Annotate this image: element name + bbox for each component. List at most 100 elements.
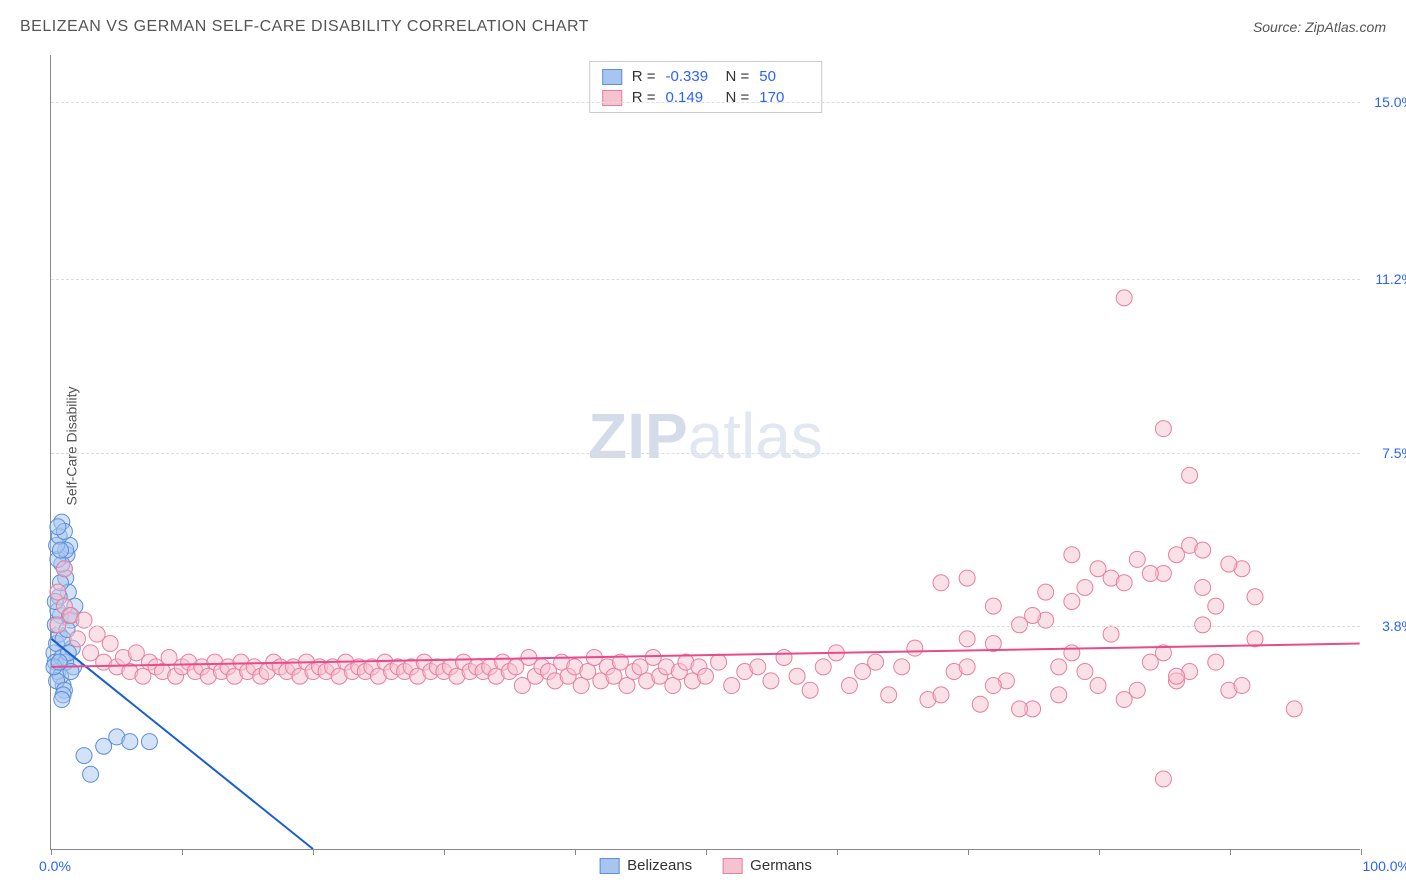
data-point xyxy=(698,668,714,684)
n-value: 170 xyxy=(759,89,809,106)
data-point xyxy=(959,631,975,647)
data-point xyxy=(52,542,68,558)
chart-title: BELIZEAN VS GERMAN SELF-CARE DISABILITY … xyxy=(20,18,589,36)
stats-box: R = -0.339 N = 50 R = 0.149 N = 170 xyxy=(589,61,823,113)
data-point xyxy=(1155,771,1171,787)
data-point xyxy=(1234,678,1250,694)
data-point xyxy=(881,687,897,703)
x-tick xyxy=(1099,849,1100,855)
legend-swatch xyxy=(599,858,619,874)
data-point xyxy=(1025,607,1041,623)
data-point xyxy=(102,636,118,652)
data-point xyxy=(868,654,884,670)
x-tick xyxy=(1361,849,1362,855)
legend-swatch xyxy=(722,858,742,874)
legend-swatch xyxy=(602,90,622,106)
legend-item: Belizeans xyxy=(599,857,692,874)
data-point xyxy=(802,682,818,698)
data-point xyxy=(1090,678,1106,694)
y-tick-label: 3.8% xyxy=(1382,618,1406,634)
x-axis-min-label: 0.0% xyxy=(39,858,71,874)
data-point xyxy=(1195,579,1211,595)
data-point xyxy=(1247,589,1263,605)
data-point xyxy=(972,696,988,712)
x-tick xyxy=(51,849,52,855)
data-point xyxy=(1116,575,1132,591)
r-value: 0.149 xyxy=(666,89,716,106)
data-point xyxy=(1064,547,1080,563)
x-tick xyxy=(313,849,314,855)
data-point xyxy=(724,678,740,694)
n-label: N = xyxy=(726,68,750,85)
data-point xyxy=(122,734,138,750)
legend-label: Germans xyxy=(750,857,812,874)
data-point xyxy=(141,734,157,750)
data-point xyxy=(1155,421,1171,437)
data-point xyxy=(1208,598,1224,614)
x-tick xyxy=(706,849,707,855)
n-value: 50 xyxy=(759,68,809,85)
bottom-legend: Belizeans Germans xyxy=(599,857,812,874)
data-point xyxy=(1051,659,1067,675)
data-point xyxy=(1286,701,1302,717)
gridline xyxy=(51,279,1360,280)
stats-row: R = 0.149 N = 170 xyxy=(602,87,810,108)
legend-swatch xyxy=(602,69,622,85)
data-point xyxy=(1051,687,1067,703)
data-point xyxy=(711,654,727,670)
data-point xyxy=(1116,290,1132,306)
data-point xyxy=(1103,626,1119,642)
r-value: -0.339 xyxy=(666,68,716,85)
data-point xyxy=(985,598,1001,614)
plot-area: ZIPatlas R =-0.339N =50R =0.149N =170 0.… xyxy=(50,55,1360,850)
data-point xyxy=(1077,664,1093,680)
data-point xyxy=(933,575,949,591)
data-point xyxy=(907,640,923,656)
x-tick xyxy=(1230,849,1231,855)
x-tick xyxy=(182,849,183,855)
data-point xyxy=(776,650,792,666)
data-point xyxy=(1142,565,1158,581)
data-point xyxy=(750,659,766,675)
x-tick xyxy=(444,849,445,855)
data-point xyxy=(1221,556,1237,572)
y-tick-label: 7.5% xyxy=(1382,445,1406,461)
data-point xyxy=(1129,551,1145,567)
data-point xyxy=(50,519,66,535)
data-point xyxy=(1064,593,1080,609)
x-axis-max-label: 100.0% xyxy=(1363,858,1406,874)
data-point xyxy=(1208,654,1224,670)
data-point xyxy=(1195,542,1211,558)
data-point xyxy=(1169,547,1185,563)
x-tick xyxy=(575,849,576,855)
data-point xyxy=(70,631,86,647)
data-point xyxy=(50,584,66,600)
gridline xyxy=(51,102,1360,103)
y-tick-label: 11.2% xyxy=(1375,271,1406,287)
r-label: R = xyxy=(632,89,656,106)
n-label: N = xyxy=(726,89,750,106)
data-point xyxy=(959,570,975,586)
data-point xyxy=(763,673,779,689)
data-point xyxy=(1129,682,1145,698)
data-point xyxy=(54,692,70,708)
data-point xyxy=(933,687,949,703)
stats-row: R = -0.339 N = 50 xyxy=(602,66,810,87)
r-label: R = xyxy=(632,68,656,85)
chart-source: Source: ZipAtlas.com xyxy=(1253,19,1386,35)
x-tick xyxy=(837,849,838,855)
data-point xyxy=(894,659,910,675)
gridline xyxy=(51,626,1360,627)
data-point xyxy=(83,766,99,782)
data-point xyxy=(959,659,975,675)
data-point xyxy=(76,748,92,764)
data-point xyxy=(56,561,72,577)
data-point xyxy=(1169,668,1185,684)
y-tick-label: 15.0% xyxy=(1374,94,1406,110)
data-point xyxy=(1182,467,1198,483)
data-point xyxy=(1038,584,1054,600)
legend-item: Germans xyxy=(722,857,812,874)
data-point xyxy=(815,659,831,675)
data-point xyxy=(1064,645,1080,661)
data-point xyxy=(1012,701,1028,717)
